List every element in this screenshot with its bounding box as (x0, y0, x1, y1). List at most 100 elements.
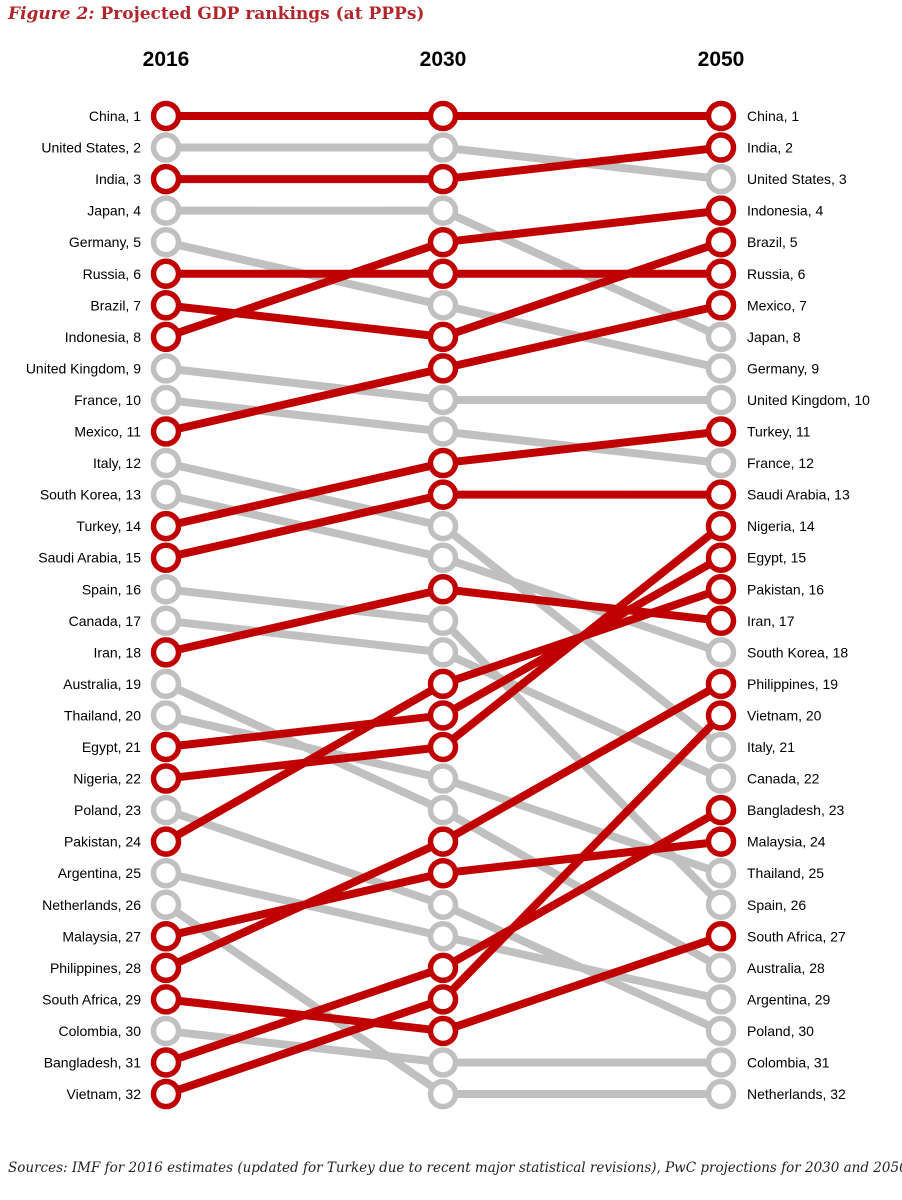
marker-pakistan-2016 (150, 826, 182, 857)
marker-united-states-2030 (427, 132, 459, 163)
label-2016-australia: Australia, 19 (63, 676, 141, 692)
label-2050-malaysia: Malaysia, 24 (747, 834, 826, 850)
marker-netherlands-2016 (150, 889, 182, 920)
marker-malaysia-2016 (150, 921, 182, 952)
marker-poland-2016 (150, 794, 182, 826)
marker-china-2030 (427, 100, 459, 132)
marker-iran-2016 (150, 637, 182, 668)
marker-italy-2030 (427, 510, 459, 542)
marker-spain-2016 (150, 574, 182, 605)
marker-mexico-2030 (427, 353, 459, 384)
marker-china-2016 (150, 100, 182, 132)
label-2050-france: France, 12 (747, 455, 814, 471)
series-line-thailand-2030-2050 (439, 774, 725, 878)
marker-colombia-2030 (427, 1047, 459, 1078)
marker-vietnam-2030 (427, 984, 459, 1015)
marker-malaysia-2030 (427, 857, 459, 889)
marker-spain-2030 (427, 605, 459, 637)
series-line-spain-2016-2030 (162, 585, 447, 625)
series-line-mexico-2016-2030 (162, 364, 447, 436)
label-2016-south-korea: South Korea, 13 (40, 487, 141, 503)
marker-turkey-2030 (427, 447, 459, 479)
marker-pakistan-2030 (427, 668, 459, 700)
series-line-thailand-2016-2030 (162, 711, 447, 783)
marker-japan-2016 (150, 195, 182, 226)
series-line-france-2016-2030 (162, 395, 447, 436)
series-line-egypt-2016-2030 (162, 711, 447, 751)
label-2016-saudi-arabia: Saudi Arabia, 15 (38, 550, 141, 566)
label-2016-iran: Iran, 18 (94, 644, 142, 660)
series-line-vietnam-2016-2030 (162, 995, 447, 1099)
label-2050-italy: Italy, 21 (747, 739, 795, 755)
marker-japan-2050 (705, 321, 737, 353)
label-2016-south-africa: South Africa, 29 (42, 991, 141, 1007)
series-line-brazil-2016-2030 (162, 301, 447, 341)
label-2016-argentina: Argentina, 25 (58, 865, 141, 881)
label-2016-russia: Russia, 6 (83, 266, 142, 282)
marker-iran-2030 (427, 574, 459, 605)
marker-netherlands-2030 (427, 1078, 459, 1110)
series-line-poland-2016-2030 (162, 806, 447, 909)
marker-france-2030 (427, 416, 459, 447)
label-2050-bangladesh: Bangladesh, 23 (747, 802, 845, 818)
series-line-united-kingdom-2016-2030 (162, 364, 447, 404)
label-2050-india: India, 2 (747, 140, 793, 156)
marker-brazil-2016 (150, 290, 182, 321)
label-2050-saudi-arabia: Saudi Arabia, 13 (747, 487, 850, 503)
marker-colombia-2050 (705, 1047, 737, 1078)
label-2016-canada: Canada, 17 (69, 613, 142, 629)
label-2050-colombia: Colombia, 31 (747, 1055, 830, 1071)
label-2016-france: France, 10 (74, 392, 141, 408)
marker-brazil-2050 (705, 226, 737, 258)
marker-saudi-arabia-2050 (705, 479, 737, 510)
marker-united-states-2016 (150, 132, 182, 163)
marker-brazil-2030 (427, 321, 459, 353)
series-line-brazil-2030-2050 (439, 238, 725, 341)
label-2050-united-kingdom: United Kingdom, 10 (747, 392, 870, 408)
label-2016-malaysia: Malaysia, 27 (62, 928, 141, 944)
marker-china-2050 (705, 100, 737, 132)
series-line-bangladesh-2016-2030 (162, 963, 447, 1067)
series-line-bangladesh-2030-2050 (439, 806, 725, 972)
label-2050-canada: Canada, 22 (747, 771, 820, 787)
marker-united-kingdom-2030 (427, 384, 459, 416)
marker-thailand-2030 (427, 763, 459, 794)
marker-india-2016 (150, 163, 182, 195)
marker-mexico-2016 (150, 416, 182, 447)
series-line-canada-2016-2030 (162, 616, 447, 657)
series-line-vietnam-2030-2050 (439, 711, 725, 1004)
series-line-indonesia-2030-2050 (439, 206, 725, 247)
label-2050-australia: Australia, 28 (747, 960, 825, 976)
marker-canada-2030 (427, 637, 459, 668)
marker-nigeria-2030 (427, 731, 459, 763)
label-2016-colombia: Colombia, 30 (59, 1023, 142, 1039)
label-2050-russia: Russia, 6 (747, 266, 806, 282)
marker-indonesia-2030 (427, 226, 459, 258)
marker-russia-2050 (705, 258, 737, 289)
label-2050-united-states: United States, 3 (747, 171, 847, 187)
label-2050-germany: Germany, 9 (747, 360, 819, 376)
marker-australia-2050 (705, 952, 737, 984)
label-2016-nigeria: Nigeria, 22 (73, 771, 141, 787)
marker-iran-2050 (705, 605, 737, 637)
label-2050-spain: Spain, 26 (747, 897, 806, 913)
marker-bangladesh-2030 (427, 952, 459, 984)
marker-south-korea-2016 (150, 479, 182, 510)
series-line-south-africa-2030-2050 (439, 932, 725, 1035)
label-2016-thailand: Thailand, 20 (64, 707, 141, 723)
label-2050-indonesia: Indonesia, 4 (747, 203, 823, 219)
marker-philippines-2030 (427, 826, 459, 857)
markers (150, 100, 737, 1110)
label-2050-egypt: Egypt, 15 (747, 550, 806, 566)
marker-united-kingdom-2016 (150, 353, 182, 384)
label-2016-vietnam: Vietnam, 32 (67, 1086, 142, 1102)
marker-australia-2030 (427, 794, 459, 826)
label-2016-brazil: Brazil, 7 (90, 297, 141, 313)
label-2016-egypt: Egypt, 21 (82, 739, 141, 755)
year-header-2016: 2016 (143, 48, 190, 71)
marker-france-2016 (150, 384, 182, 416)
marker-australia-2016 (150, 668, 182, 700)
marker-saudi-arabia-2030 (427, 479, 459, 510)
marker-united-states-2050 (705, 163, 737, 195)
marker-poland-2050 (705, 1015, 737, 1047)
